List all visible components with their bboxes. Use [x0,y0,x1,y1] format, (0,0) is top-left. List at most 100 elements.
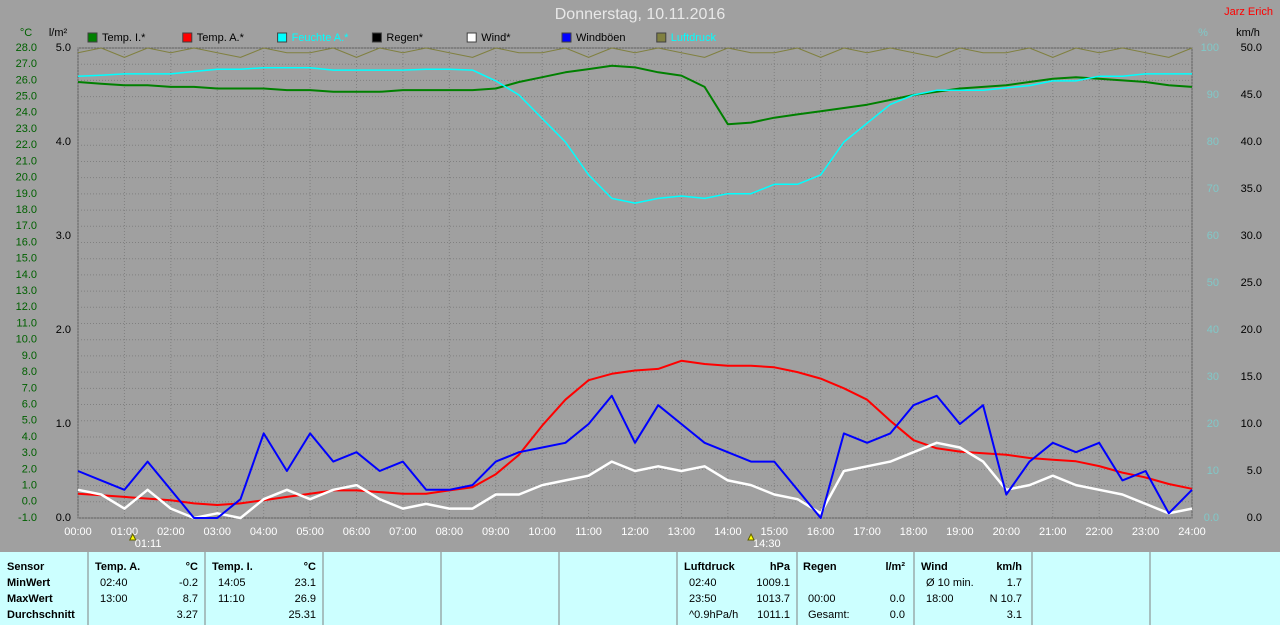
group-unit: hPa [770,561,791,573]
x-tick-label: 03:00 [203,526,231,538]
cell-time: 13:00 [100,593,128,605]
y-tick-label: 11.0 [16,317,37,329]
legend-label: Feuchte A.* [292,32,350,44]
cell-time: 02:40 [100,577,128,589]
y-tick-label: 10.0 [1241,418,1262,430]
y-tick-label: 45.0 [1241,89,1262,101]
group-title: Regen [803,561,837,573]
y-tick-label: 90 [1207,89,1219,101]
x-tick-label: 13:00 [668,526,696,538]
legend-label: Regen* [386,32,423,44]
x-tick-label: 15:00 [760,526,788,538]
y-tick-label: 0.0 [1247,512,1262,524]
legend-label: Windböen [576,32,626,44]
series-line [77,64,1193,126]
y-tick-label: 13.0 [16,285,37,297]
y-tick-label: 2.0 [56,324,71,336]
y-tick-label: 0.0 [56,512,71,524]
annotation-label: 01:11 [135,538,162,550]
y-tick-label: 5.0 [22,415,37,427]
y-tick-label: 3.0 [22,447,37,459]
y-tick-label: 12.0 [16,301,37,313]
author: Jarz Erich [1224,6,1273,18]
cell-time: 14:05 [218,577,246,589]
y-tick-label: 23.0 [16,123,37,135]
y-tick-label: 9.0 [22,350,37,362]
y-tick-label: 50.0 [1241,42,1262,54]
annotation-label: 14:30 [753,538,781,550]
y-axis-unit: l/m² [49,27,68,39]
y-tick-label: 50 [1207,277,1219,289]
cell-time: 11:10 [218,593,245,605]
y-tick-label: 0.0 [22,496,37,508]
cell-value: 0.0 [890,593,905,605]
y-tick-label: 10.0 [16,334,37,346]
group-unit: °C [186,561,198,573]
y-tick-label: 15.0 [16,253,37,265]
cell-time: ^0.9hPa/h [689,609,738,621]
cell-value: 8.7 [183,593,198,605]
y-tick-label: 20.0 [16,172,37,184]
legend-label: Wind* [481,32,511,44]
cell-time: 02:40 [689,577,717,589]
row-label: MaxWert [7,593,53,605]
y-tick-label: 3.0 [56,230,71,242]
y-tick-label: 20.0 [1241,324,1262,336]
x-tick-label: 19:00 [946,526,974,538]
cell-value: 1013.7 [756,593,790,605]
y-tick-label: 1.0 [56,418,71,430]
legend-swatch [182,32,193,43]
legend-label: Luftdruck [671,32,717,44]
x-tick-label: 17:00 [853,526,881,538]
cell-value: 23.1 [295,577,316,589]
sun-marker [128,532,137,541]
y-tick-label: -1.0 [18,512,37,524]
y-tick-label: 6.0 [22,398,37,410]
x-tick-label: 12:00 [621,526,649,538]
y-tick-label: 1.0 [22,479,37,491]
y-tick-label: 15.0 [1241,371,1262,383]
x-tick-label: 09:00 [482,526,510,538]
group-title: Temp. I. [212,561,253,573]
y-tick-label: 20 [1207,418,1219,430]
y-tick-label: 100 [1201,42,1219,54]
y-axis-unit: km/h [1236,27,1260,39]
cell-time: 00:00 [808,593,836,605]
y-tick-label: 30.0 [1241,230,1262,242]
y-tick-label: 28.0 [16,42,37,54]
y-tick-label: 25.0 [1241,277,1262,289]
x-tick-label: 10:00 [528,526,556,538]
legend-swatch [87,32,98,43]
x-tick-label: 06:00 [343,526,371,538]
y-tick-label: 19.0 [16,188,37,200]
chart-title: Donnerstag, 10.11.2016 [555,6,726,23]
legend-swatch [371,32,382,43]
x-tick-label: 23:00 [1132,526,1160,538]
series-line [77,66,1192,204]
x-tick-label: 11:00 [575,526,602,538]
x-tick-label: 21:00 [1039,526,1067,538]
y-tick-label: 40 [1207,324,1219,336]
y-tick-label: 18.0 [16,204,37,216]
legend-swatch [561,32,572,43]
y-tick-label: 5.0 [1247,465,1262,477]
x-tick-label: 08:00 [436,526,464,538]
x-tick-label: 04:00 [250,526,278,538]
y-tick-label: 16.0 [16,236,37,248]
y-axis-unit: °C [20,27,32,39]
cell-value: -0.2 [179,577,198,589]
y-tick-label: 40.0 [1241,136,1262,148]
row-label: Durchschnitt [7,609,75,621]
series-line [77,394,1193,519]
y-tick-label: 70 [1207,183,1219,195]
cell-time: 23:50 [689,593,717,605]
x-tick-label: 16:00 [807,526,835,538]
series-line [77,47,1193,58]
cell-time: 18:00 [926,593,954,605]
cell-value: 1.7 [1007,577,1022,589]
y-tick-label: 4.0 [56,136,71,148]
y-tick-label: 21.0 [16,155,37,167]
legend-swatch [277,32,288,43]
summary-table [0,552,1280,625]
